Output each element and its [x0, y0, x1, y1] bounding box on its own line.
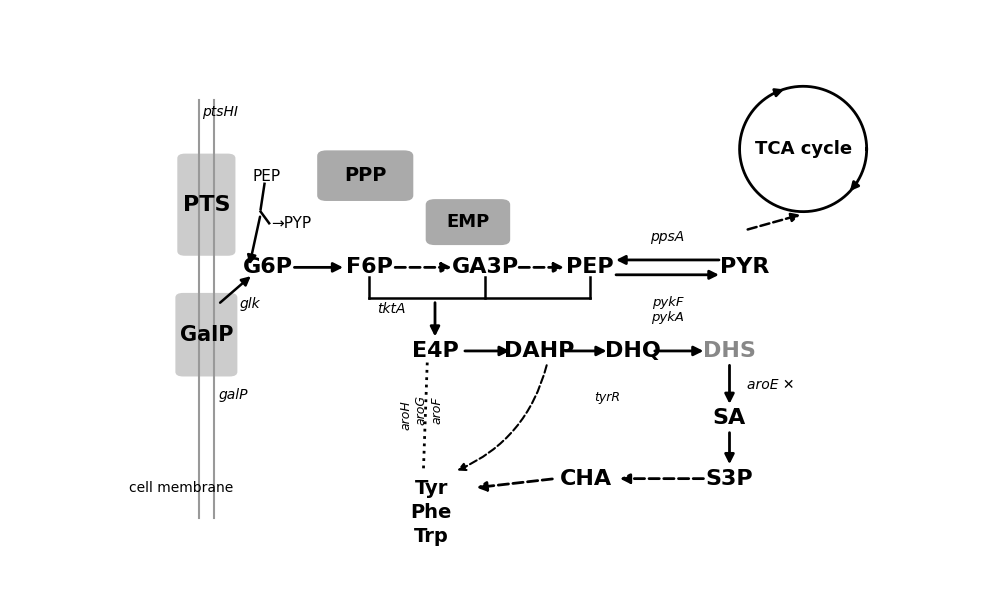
Text: DHS: DHS — [703, 341, 756, 361]
Text: tyrR: tyrR — [594, 391, 620, 404]
Text: EMP: EMP — [446, 213, 490, 231]
Text: Tyr
Phe
Trp: Tyr Phe Trp — [410, 479, 452, 546]
Text: glk: glk — [240, 297, 261, 311]
FancyBboxPatch shape — [426, 199, 510, 245]
Text: tktA: tktA — [377, 302, 405, 316]
Text: F6P: F6P — [346, 257, 393, 277]
Text: SA: SA — [713, 408, 746, 428]
Text: pykF
pykA: pykF pykA — [651, 296, 684, 324]
Text: ptsHI: ptsHI — [202, 105, 239, 119]
Text: S3P: S3P — [706, 469, 753, 488]
Text: aroE ✕: aroE ✕ — [747, 377, 794, 391]
Text: G6P: G6P — [243, 257, 293, 277]
Text: PEP: PEP — [253, 169, 281, 185]
Text: →PYP: →PYP — [271, 216, 311, 231]
FancyBboxPatch shape — [177, 154, 235, 256]
Text: PPP: PPP — [344, 166, 386, 185]
Text: aroG: aroG — [415, 395, 428, 425]
Text: galP: galP — [219, 388, 248, 402]
Text: ppsA: ppsA — [650, 230, 685, 244]
FancyBboxPatch shape — [175, 293, 237, 376]
Text: GA3P: GA3P — [452, 257, 519, 277]
Text: DAHP: DAHP — [504, 341, 575, 361]
Text: TCA cycle: TCA cycle — [755, 140, 852, 158]
Text: E4P: E4P — [412, 341, 458, 361]
Text: cell membrane: cell membrane — [129, 481, 233, 495]
Text: PTS: PTS — [183, 195, 230, 215]
Text: GalP: GalP — [180, 324, 233, 345]
Text: PYR: PYR — [720, 257, 770, 277]
Text: CHA: CHA — [560, 469, 612, 488]
Text: aroH: aroH — [399, 400, 412, 430]
Text: PEP: PEP — [566, 257, 614, 277]
Text: DHQ: DHQ — [605, 341, 661, 361]
FancyBboxPatch shape — [317, 150, 413, 201]
Text: aroF: aroF — [430, 396, 443, 424]
